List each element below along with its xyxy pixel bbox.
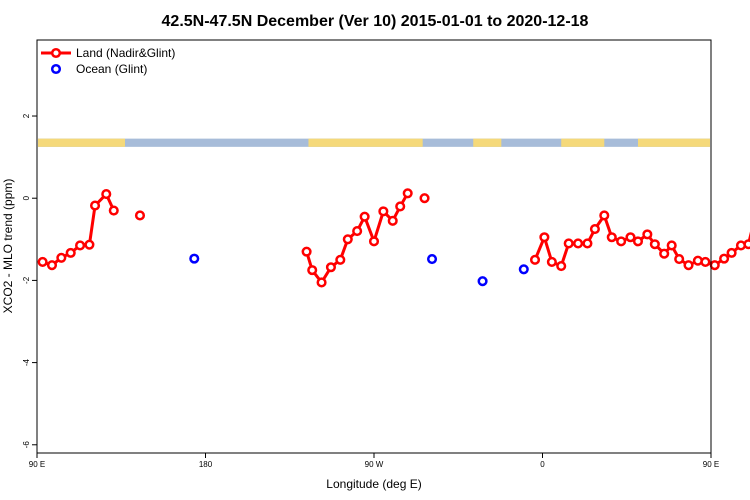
data-point [89, 200, 101, 211]
series-line [533, 213, 750, 268]
series-line [305, 192, 410, 284]
data-point [134, 210, 146, 221]
land-band-segment [561, 138, 605, 147]
land-ocean-band [38, 138, 710, 147]
data-point [426, 253, 438, 265]
data-point [616, 236, 627, 247]
data-point [101, 189, 112, 200]
data-point [539, 232, 550, 243]
data-point [316, 277, 327, 288]
series-1 [37, 188, 750, 288]
data-point [556, 260, 567, 272]
legend-land-marker [50, 47, 62, 59]
data-point [46, 260, 58, 271]
data-point [387, 215, 398, 226]
x-tick-label: 0 [540, 460, 545, 469]
data-point [335, 254, 346, 265]
data-point [666, 240, 677, 251]
y-tick-label: 0 [22, 195, 31, 200]
y-axis: 2 0 -2 -4 -6 [22, 113, 37, 448]
data-point [683, 260, 694, 271]
x-axis: 90 E 180 90 W 0 90 E [29, 453, 719, 469]
data-point [65, 247, 76, 258]
legend-ocean-marker [50, 63, 62, 75]
legend: Land (Nadir&Glint) Ocean (Glint) [41, 46, 175, 76]
land-band-segment [473, 138, 502, 147]
data-point [573, 238, 584, 249]
x-axis-label: Longitude (deg E) [326, 477, 421, 491]
series-2 [189, 253, 529, 287]
data-point [709, 260, 720, 271]
data-point [743, 239, 750, 250]
data-point [632, 236, 644, 247]
data-point [719, 253, 730, 264]
y-axis-label: XCO2 - MLO trend (ppm) [1, 179, 15, 314]
y-tick-label: -2 [22, 276, 31, 284]
series-line [42, 192, 116, 267]
data-point [301, 246, 312, 257]
data-point [649, 239, 660, 250]
data-point [726, 247, 737, 258]
land-band-segment [38, 138, 125, 147]
data-point [37, 256, 48, 267]
data-point [359, 211, 370, 222]
data-point [625, 232, 636, 243]
data-point [307, 265, 318, 276]
data-point [529, 254, 541, 265]
x-tick-label: 180 [199, 460, 213, 469]
land-band-segment [637, 138, 710, 147]
data-point [589, 223, 600, 235]
plot-frame [36, 39, 712, 454]
data-point [56, 252, 67, 263]
data-point [659, 248, 670, 259]
x-tick-label: 90 E [29, 460, 45, 469]
data-point [352, 226, 363, 237]
data-point [477, 276, 488, 287]
legend-ocean-label: Ocean (Glint) [76, 62, 147, 76]
data-point [419, 193, 430, 204]
data-point [402, 188, 413, 199]
data-point [325, 262, 336, 273]
data-point [108, 205, 119, 216]
data-point [582, 238, 593, 249]
y-tick-label: -4 [22, 358, 31, 366]
x-tick-label: 90 W [365, 460, 384, 469]
legend-land-label: Land (Nadir&Glint) [76, 46, 175, 60]
data-point [395, 201, 406, 212]
data-point [546, 256, 557, 267]
data-point [84, 239, 95, 250]
data-point [378, 206, 389, 217]
series-layer [37, 188, 750, 288]
data-point [368, 236, 380, 247]
chart-title: 42.5N-47.5N December (Ver 10) 2015-01-01… [162, 13, 589, 30]
data-point [642, 229, 653, 240]
land-band-segment [308, 138, 423, 147]
data-point [674, 253, 685, 265]
data-point [75, 240, 86, 251]
data-point [599, 210, 610, 221]
data-point [563, 238, 574, 249]
x-tick-label: 90 E [703, 460, 719, 469]
data-point [342, 234, 353, 245]
y-tick-label: 2 [22, 113, 31, 118]
data-point [518, 264, 529, 275]
data-point [606, 232, 617, 243]
y-tick-label: -6 [22, 441, 31, 449]
data-point [700, 256, 711, 267]
data-point [189, 253, 200, 264]
